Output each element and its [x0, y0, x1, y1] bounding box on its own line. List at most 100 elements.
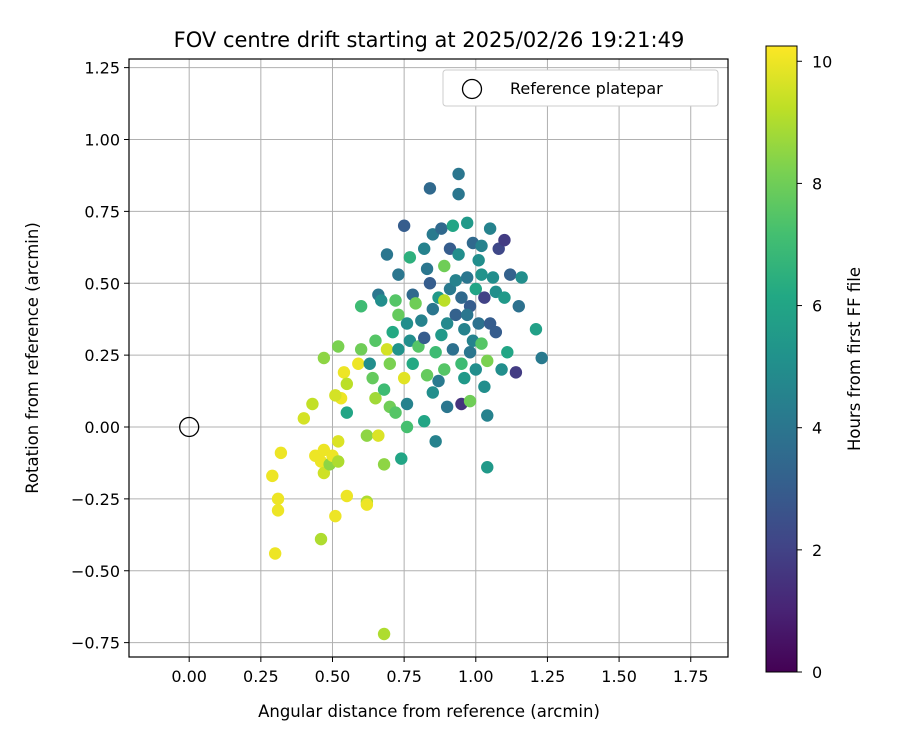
y-tick-label: 0.50	[84, 274, 120, 293]
data-point	[274, 446, 288, 460]
colorbar: 0 2 4 6 8 10 Hours from first FF file	[765, 45, 864, 682]
data-point	[440, 400, 454, 414]
y-tick-label: 0.25	[84, 346, 120, 365]
data-point	[501, 346, 514, 359]
legend: Reference platepar	[442, 69, 719, 107]
data-point	[395, 452, 408, 465]
data-point	[489, 325, 503, 339]
data-point	[420, 369, 434, 382]
data-point	[354, 343, 368, 356]
data-point	[423, 277, 437, 290]
data-point	[400, 317, 414, 330]
y-axis-ticks: −0.75 −0.50 −0.25 0.00 0.25 0.50 0.75 1.00 1.25	[71, 59, 129, 653]
data-point	[389, 406, 402, 419]
colorbar-label: Hours from first FF file	[845, 267, 864, 451]
data-point	[455, 291, 468, 304]
data-point	[332, 455, 345, 468]
data-point	[483, 222, 497, 235]
data-point	[400, 420, 414, 434]
y-axis-label: Rotation from reference (arcmin)	[23, 222, 42, 494]
reference-platepar-marker	[179, 416, 200, 438]
data-point	[438, 259, 451, 273]
data-point	[389, 294, 402, 307]
colorbar-ticks: 0 2 4 6 8 10	[797, 52, 832, 682]
data-point	[498, 233, 511, 247]
data-point	[400, 397, 414, 411]
y-tick-label: −0.50	[71, 562, 120, 581]
data-point	[340, 406, 354, 419]
y-tick-label: 0.75	[84, 202, 120, 221]
legend-box	[442, 69, 719, 107]
data-point	[429, 346, 442, 359]
data-point	[392, 268, 405, 281]
colorbar-tick-label: 2	[812, 541, 822, 560]
data-point	[460, 308, 474, 322]
x-tick-label: 0.25	[243, 667, 279, 686]
data-point	[372, 429, 385, 442]
data-point	[369, 392, 382, 405]
data-point	[423, 182, 437, 195]
colorbar-tick-label: 8	[812, 174, 822, 193]
data-point	[515, 271, 528, 284]
data-point	[332, 435, 345, 448]
data-point	[397, 219, 411, 232]
colorbar-tick-label: 4	[812, 419, 822, 438]
legend-label: Reference platepar	[510, 79, 663, 98]
data-point	[432, 374, 445, 388]
data-point	[360, 429, 374, 442]
data-point	[512, 300, 525, 313]
data-point	[418, 415, 431, 428]
data-point	[452, 167, 465, 181]
colorbar-tick-label: 0	[812, 663, 822, 682]
data-point	[529, 323, 543, 336]
y-tick-label: −0.25	[71, 490, 120, 509]
data-point	[495, 363, 508, 376]
data-point	[472, 317, 485, 330]
data-point	[314, 532, 328, 546]
data-point	[380, 248, 394, 261]
data-point	[380, 343, 394, 356]
data-point	[354, 300, 368, 313]
data-point	[472, 254, 485, 267]
data-point	[498, 291, 511, 304]
y-tick-label: −0.75	[71, 634, 120, 653]
data-point	[478, 380, 491, 393]
data-point	[469, 363, 482, 376]
y-tick-label: 1.00	[84, 131, 120, 150]
data-point	[332, 340, 345, 353]
data-point	[535, 351, 548, 365]
data-point	[340, 489, 354, 503]
data-point	[271, 492, 285, 506]
data-point	[360, 498, 374, 511]
data-point	[446, 343, 460, 356]
data-point	[297, 412, 311, 425]
data-point	[426, 386, 439, 399]
x-tick-label: 1.75	[673, 667, 709, 686]
x-tick-label: 0.75	[386, 667, 422, 686]
data-point	[420, 262, 434, 276]
data-point	[340, 377, 354, 391]
data-point	[377, 458, 391, 471]
data-point	[486, 271, 500, 284]
data-point	[406, 357, 419, 370]
data-point	[458, 323, 471, 336]
data-point	[463, 394, 477, 408]
data-point	[392, 308, 405, 322]
data-point	[377, 627, 391, 641]
data-point	[403, 251, 417, 264]
colorbar-tick-label: 10	[812, 52, 832, 71]
x-axis-ticks: 0.00 0.25 0.50 0.75 1.00 1.25 1.50 1.75	[171, 657, 709, 686]
colorbar-gradient	[765, 45, 798, 673]
data-point	[438, 363, 451, 376]
data-point	[418, 331, 431, 345]
data-point	[440, 317, 454, 330]
data-point	[266, 469, 279, 483]
data-point	[392, 343, 405, 356]
data-point	[452, 187, 465, 201]
colorbar-tick-label: 6	[812, 297, 822, 316]
data-point	[455, 357, 468, 370]
data-point	[377, 383, 391, 396]
data-point	[481, 409, 494, 422]
data-point	[383, 357, 397, 370]
data-point	[481, 461, 494, 474]
